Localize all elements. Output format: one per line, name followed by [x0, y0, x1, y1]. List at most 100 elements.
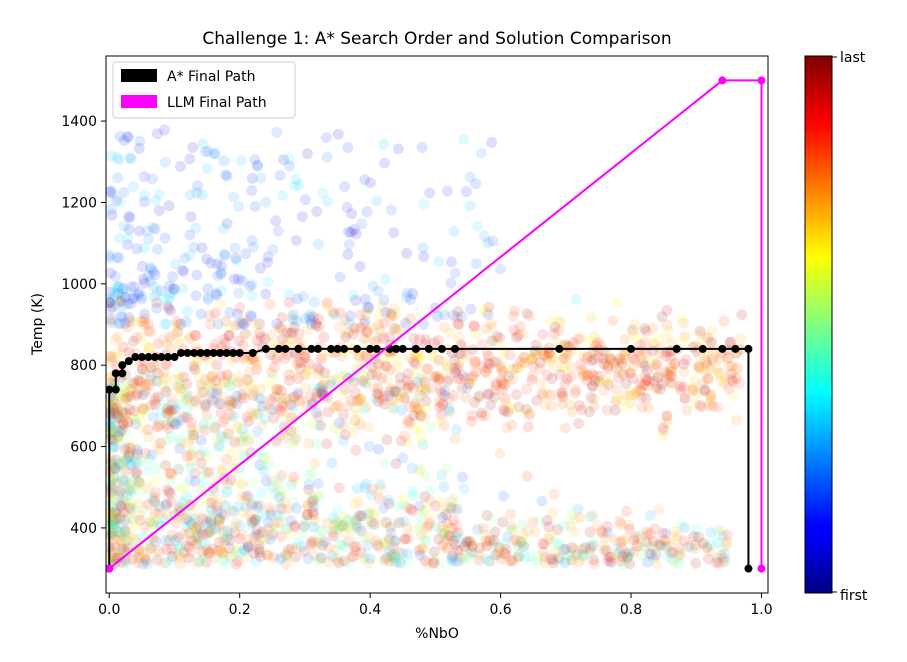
search-point	[129, 473, 141, 485]
search-point	[347, 328, 359, 340]
search-point	[497, 404, 509, 416]
search-point	[314, 382, 326, 394]
search-point	[262, 398, 274, 410]
search-point	[383, 555, 395, 567]
search-point	[529, 345, 541, 357]
y-tick-label: 1000	[61, 277, 97, 293]
search-point	[372, 285, 384, 297]
search-point	[285, 333, 297, 345]
search-point	[481, 509, 493, 521]
search-point	[493, 546, 505, 558]
search-point	[237, 435, 249, 447]
search-point	[312, 490, 324, 502]
search-point	[366, 369, 378, 381]
search-point	[276, 552, 288, 564]
search-point	[490, 384, 502, 396]
search-point	[694, 350, 706, 362]
search-point	[547, 536, 559, 548]
search-point	[476, 339, 488, 351]
search-point	[312, 368, 324, 380]
search-point	[646, 355, 658, 367]
search-point	[260, 475, 272, 487]
search-point	[119, 317, 131, 329]
search-point	[381, 552, 393, 564]
search-point	[652, 372, 664, 384]
search-point	[602, 360, 614, 372]
search-point	[335, 519, 347, 531]
search-point	[213, 544, 225, 556]
search-point	[541, 514, 553, 526]
search-point	[138, 404, 150, 416]
search-point	[316, 525, 328, 537]
search-point	[120, 442, 132, 454]
search-point	[117, 341, 129, 353]
search-point	[505, 508, 517, 520]
search-point	[652, 371, 664, 383]
search-point	[397, 547, 409, 559]
search-point	[234, 519, 246, 531]
search-point	[636, 350, 648, 362]
search-point	[288, 428, 300, 440]
search-point	[458, 483, 470, 495]
search-point	[492, 542, 504, 554]
search-point	[237, 339, 249, 351]
search-point	[202, 355, 214, 367]
search-point	[254, 393, 266, 405]
search-point	[198, 418, 210, 430]
search-point	[578, 350, 590, 362]
search-point	[211, 359, 223, 371]
search-point	[363, 421, 375, 433]
legend-swatch-astar	[121, 69, 157, 82]
search-point	[378, 457, 390, 469]
search-point	[328, 422, 340, 434]
search-point	[641, 526, 653, 538]
search-point	[347, 427, 359, 439]
search-point	[464, 536, 476, 548]
search-point	[559, 554, 571, 566]
search-point	[634, 339, 646, 351]
search-point	[602, 555, 614, 567]
search-point	[275, 502, 287, 514]
search-point	[433, 374, 445, 386]
search-point	[483, 555, 495, 567]
search-point	[299, 369, 311, 381]
search-point	[448, 309, 460, 321]
search-point	[587, 379, 599, 391]
search-point	[343, 327, 355, 339]
search-point	[391, 361, 403, 373]
search-point	[544, 553, 556, 565]
search-point	[246, 514, 258, 526]
search-point	[247, 410, 259, 422]
search-point	[225, 505, 237, 517]
search-point	[486, 136, 498, 148]
search-point	[454, 373, 466, 385]
search-point	[238, 545, 250, 557]
search-point	[585, 541, 597, 553]
search-point	[474, 542, 486, 554]
search-point	[144, 261, 156, 273]
search-point	[262, 276, 274, 288]
search-point	[318, 331, 330, 343]
search-point	[126, 502, 138, 514]
search-point	[222, 428, 234, 440]
search-point	[120, 407, 132, 419]
search-point	[429, 371, 441, 383]
search-point	[149, 545, 161, 557]
search-point	[298, 291, 310, 303]
search-point	[151, 439, 163, 451]
search-point	[206, 527, 218, 539]
search-point	[326, 305, 338, 317]
search-point	[392, 354, 404, 366]
search-point	[201, 497, 213, 509]
search-point	[293, 395, 305, 407]
search-point	[220, 558, 232, 570]
search-point	[496, 384, 508, 396]
search-point	[553, 552, 565, 564]
search-point	[271, 318, 283, 330]
search-point	[137, 316, 149, 328]
search-point	[588, 392, 600, 404]
search-point	[576, 364, 588, 376]
search-point	[106, 209, 118, 221]
search-point	[120, 426, 132, 438]
search-point	[384, 533, 396, 545]
